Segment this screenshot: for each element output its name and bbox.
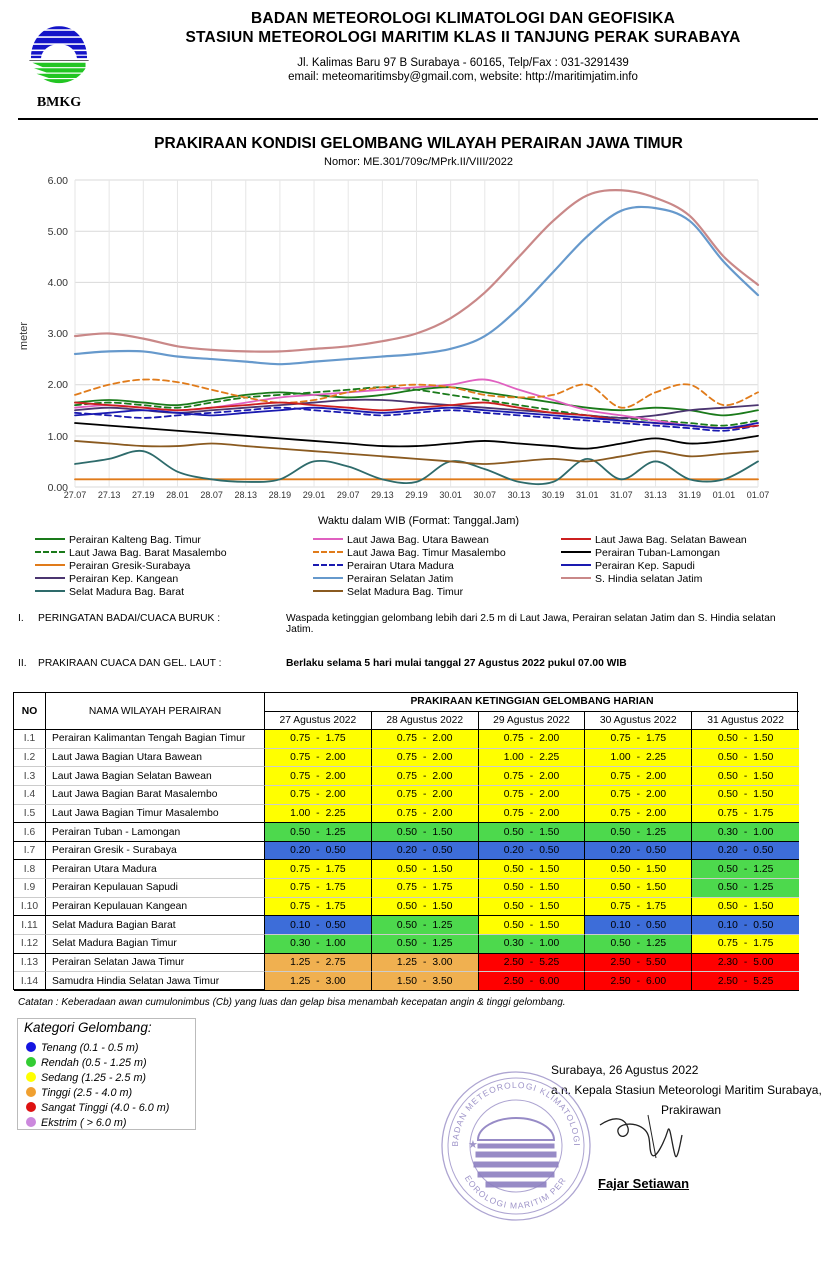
svg-text:27.07: 27.07 — [64, 490, 87, 500]
svg-text:30.13: 30.13 — [508, 490, 531, 500]
svg-text:29.13: 29.13 — [371, 490, 394, 500]
svg-text:meter: meter — [18, 322, 30, 350]
svg-text:27.13: 27.13 — [98, 490, 121, 500]
svg-text:27.19: 27.19 — [132, 490, 155, 500]
svg-text:31.01: 31.01 — [576, 490, 599, 500]
svg-text:01.07: 01.07 — [747, 490, 770, 500]
svg-text:4.00: 4.00 — [48, 277, 69, 289]
svg-text:29.19: 29.19 — [405, 490, 428, 500]
svg-text:28.19: 28.19 — [269, 490, 292, 500]
svg-text:29.01: 29.01 — [303, 490, 326, 500]
svg-text:30.19: 30.19 — [542, 490, 565, 500]
svg-text:28.07: 28.07 — [200, 490, 223, 500]
svg-text:01.01: 01.01 — [713, 490, 736, 500]
svg-text:3.00: 3.00 — [48, 328, 69, 340]
svg-text:28.13: 28.13 — [234, 490, 257, 500]
svg-text:5.00: 5.00 — [48, 226, 69, 238]
svg-text:30.01: 30.01 — [439, 490, 462, 500]
svg-text:29.07: 29.07 — [337, 490, 360, 500]
svg-text:★: ★ — [468, 1139, 478, 1151]
svg-text:31.19: 31.19 — [678, 490, 701, 500]
svg-text:6.00: 6.00 — [48, 176, 69, 187]
svg-text:2.00: 2.00 — [48, 379, 69, 391]
svg-text:31.13: 31.13 — [644, 490, 667, 500]
svg-text:31.07: 31.07 — [610, 490, 633, 500]
svg-text:BADAN METEOROLOGI KLIMATOLOGI: BADAN METEOROLOGI KLIMATOLOGI — [450, 1080, 582, 1147]
svg-text:28.01: 28.01 — [166, 490, 189, 500]
svg-text:30.07: 30.07 — [474, 490, 497, 500]
svg-text:1.00: 1.00 — [48, 431, 69, 443]
